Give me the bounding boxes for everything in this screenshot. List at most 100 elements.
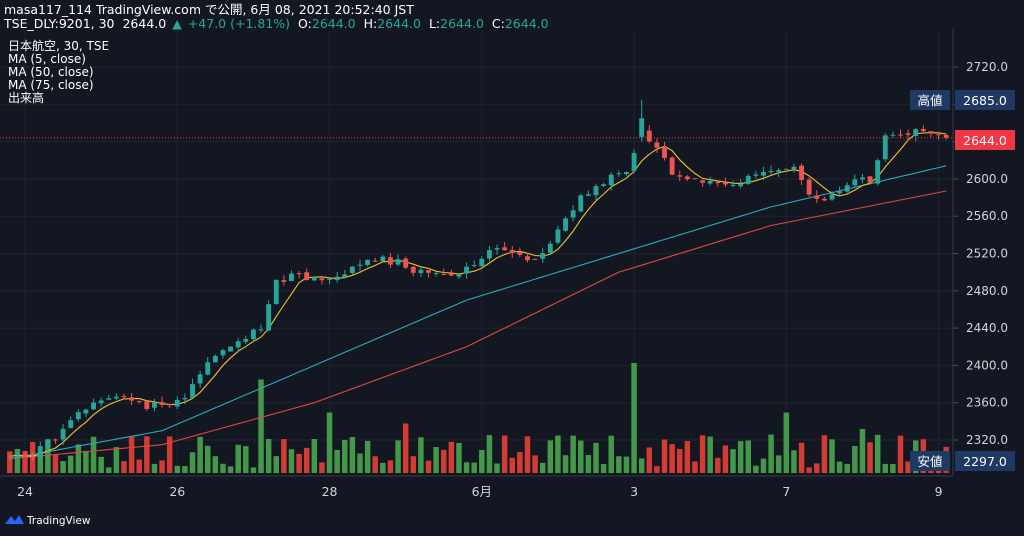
candle-body[interactable]: [334, 276, 340, 280]
candle-body[interactable]: [228, 346, 234, 352]
candle-body[interactable]: [83, 409, 89, 414]
candle-body[interactable]: [722, 182, 728, 185]
candle-body[interactable]: [502, 247, 508, 251]
candle-body[interactable]: [684, 176, 690, 180]
candle-body[interactable]: [327, 278, 332, 280]
candle-body[interactable]: [852, 179, 858, 186]
candle-body[interactable]: [738, 183, 744, 187]
candle-body[interactable]: [936, 134, 942, 136]
time-axis[interactable]: 24 26 28 6月 3 7 9: [17, 484, 943, 499]
candle-body[interactable]: [197, 374, 203, 384]
candle-body[interactable]: [700, 180, 706, 183]
candle-body[interactable]: [380, 256, 386, 262]
candle-body[interactable]: [426, 270, 431, 273]
tradingview-logo[interactable]: TradingView: [5, 515, 91, 527]
candle-body[interactable]: [395, 259, 401, 265]
candle-body[interactable]: [91, 402, 96, 410]
candle-body[interactable]: [890, 134, 896, 136]
candle-body[interactable]: [14, 453, 20, 456]
candle-body[interactable]: [624, 172, 629, 175]
candle-body[interactable]: [555, 229, 561, 243]
candle-body[interactable]: [745, 175, 751, 184]
legend-volume[interactable]: 出来高: [8, 90, 44, 105]
candle-body[interactable]: [98, 400, 104, 404]
candle-body[interactable]: [159, 402, 165, 405]
candle-body[interactable]: [273, 279, 279, 304]
candle-body[interactable]: [357, 264, 363, 266]
candle-body[interactable]: [608, 174, 614, 186]
candle-body[interactable]: [768, 170, 774, 173]
candle-body[interactable]: [753, 174, 759, 176]
candle-body[interactable]: [821, 198, 827, 201]
candle-body[interactable]: [471, 265, 477, 267]
candle-body[interactable]: [616, 173, 622, 175]
candle-body[interactable]: [829, 194, 835, 200]
candle-body[interactable]: [258, 329, 264, 331]
candle-body[interactable]: [243, 338, 249, 342]
candle-body[interactable]: [517, 252, 523, 255]
candle-body[interactable]: [372, 260, 378, 262]
candle-body[interactable]: [814, 195, 820, 199]
candle-body[interactable]: [342, 274, 348, 278]
candle-body[interactable]: [844, 185, 850, 192]
candle-body[interactable]: [707, 180, 713, 184]
candle-body[interactable]: [403, 258, 409, 268]
candle-body[interactable]: [30, 456, 36, 458]
candle-body[interactable]: [532, 258, 538, 260]
candle-body[interactable]: [144, 401, 150, 409]
candle-body[interactable]: [669, 157, 675, 175]
candle-body[interactable]: [433, 272, 439, 274]
candle-body[interactable]: [418, 269, 424, 274]
candle-body[interactable]: [281, 280, 287, 282]
candle-body[interactable]: [220, 350, 226, 356]
candle-body[interactable]: [365, 259, 371, 265]
candle-body[interactable]: [585, 194, 591, 196]
candle-body[interactable]: [928, 131, 934, 134]
candle-body[interactable]: [250, 329, 256, 340]
candle-body[interactable]: [837, 191, 843, 194]
candle-body[interactable]: [913, 129, 919, 136]
candle-body[interactable]: [7, 456, 13, 458]
candle-body[interactable]: [860, 177, 865, 180]
candle-body[interactable]: [898, 134, 903, 136]
candle-body[interactable]: [882, 135, 888, 160]
candle-body[interactable]: [486, 250, 492, 259]
candle-body[interactable]: [875, 160, 881, 184]
candle-body[interactable]: [68, 420, 74, 428]
legend-ma75[interactable]: MA (75, close): [8, 78, 94, 92]
candle-body[interactable]: [662, 146, 667, 159]
candle-body[interactable]: [631, 152, 637, 171]
candle-body[interactable]: [547, 243, 553, 253]
candle-body[interactable]: [410, 266, 416, 273]
candle-body[interactable]: [212, 355, 218, 363]
candle-body[interactable]: [319, 278, 325, 281]
candle-body[interactable]: [167, 404, 173, 406]
candle-body[interactable]: [304, 272, 310, 281]
candle-body[interactable]: [37, 446, 43, 458]
candle-body[interactable]: [106, 398, 112, 400]
candle-body[interactable]: [525, 256, 530, 261]
legend-symbol[interactable]: 日本航空, 30, TSE: [8, 38, 109, 53]
candle-body[interactable]: [22, 454, 28, 458]
candle-body[interactable]: [654, 142, 660, 148]
candle-body[interactable]: [761, 171, 766, 176]
candle-body[interactable]: [296, 273, 302, 275]
candle-body[interactable]: [174, 399, 180, 407]
candle-body[interactable]: [235, 341, 241, 348]
candle-body[interactable]: [129, 397, 135, 401]
candle-body[interactable]: [578, 195, 584, 212]
candle-body[interactable]: [349, 266, 355, 274]
candle-body[interactable]: [867, 176, 873, 183]
candle-body[interactable]: [920, 129, 926, 132]
candle-body[interactable]: [479, 258, 485, 267]
candle-body[interactable]: [53, 439, 58, 441]
candle-body[interactable]: [121, 396, 127, 398]
candle-body[interactable]: [540, 253, 546, 259]
candle-body[interactable]: [182, 397, 188, 400]
candle-body[interactable]: [266, 304, 272, 331]
candle-body[interactable]: [205, 362, 211, 375]
candle-body[interactable]: [692, 178, 698, 180]
candle-body[interactable]: [190, 384, 195, 398]
indicator-legend[interactable]: 日本航空, 30, TSE MA (5, close) MA (50, clos…: [8, 38, 109, 105]
